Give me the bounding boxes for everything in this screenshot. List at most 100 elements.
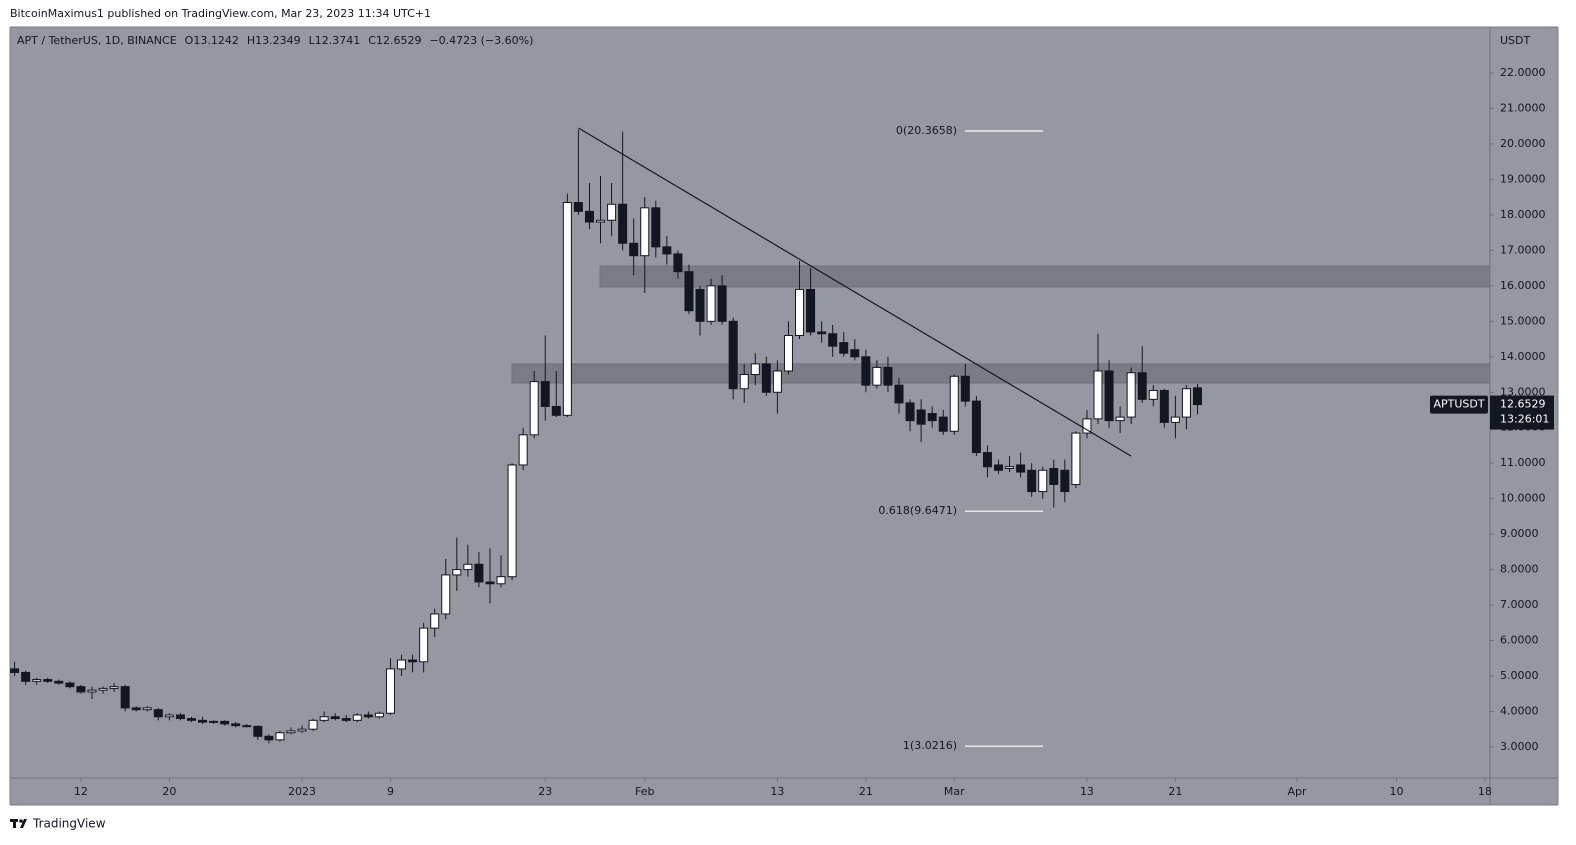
candle-body xyxy=(1170,416,1180,423)
y-tick-label: 19.0000 xyxy=(1500,172,1546,185)
candle-body xyxy=(363,714,373,718)
y-tick-label: 16.0000 xyxy=(1500,279,1546,292)
quote-value: 12.3741 xyxy=(315,34,361,47)
candle-body xyxy=(352,714,362,721)
candle-body xyxy=(164,714,174,718)
countdown: 13:26:01 xyxy=(1500,413,1549,426)
candle-body xyxy=(728,320,738,390)
y-tick-label: 8.0000 xyxy=(1500,563,1539,576)
candle-body xyxy=(1049,468,1059,485)
candle-body xyxy=(1137,372,1147,400)
candle-body xyxy=(1093,370,1103,420)
candle-body xyxy=(419,627,429,663)
candle-body xyxy=(54,680,64,684)
candle-body xyxy=(1126,372,1136,418)
candle-body xyxy=(783,335,793,372)
candle-body xyxy=(883,366,893,386)
candle-body xyxy=(1060,469,1070,493)
candle-body xyxy=(1005,466,1015,470)
candle-body xyxy=(540,381,550,407)
y-tick-label: 3.0000 xyxy=(1500,740,1539,753)
candle-body xyxy=(916,409,926,425)
candle-body xyxy=(397,659,407,670)
candle-body xyxy=(32,679,42,682)
x-tick-label: Feb xyxy=(635,785,654,798)
quote-label: C xyxy=(368,34,376,47)
candle-body xyxy=(651,207,661,248)
y-tick-label: 14.0000 xyxy=(1500,350,1546,363)
x-tick-label: Mar xyxy=(944,785,965,798)
candle-body xyxy=(1016,464,1026,473)
x-tick-label: 13 xyxy=(770,785,784,798)
candle-body xyxy=(186,718,196,721)
y-tick-label: 9.0000 xyxy=(1500,527,1539,540)
y-tick-label: 6.0000 xyxy=(1500,634,1539,647)
brand: TradingView xyxy=(32,817,106,831)
candle-body xyxy=(982,452,992,468)
candle-body xyxy=(242,725,252,728)
y-tick-label: 20.0000 xyxy=(1500,137,1546,150)
candle-body xyxy=(142,707,152,711)
quote-value: 13.2349 xyxy=(255,34,301,47)
candle-body xyxy=(717,285,727,322)
candle-body xyxy=(629,242,639,257)
candle-body xyxy=(772,370,782,393)
quote-label: H xyxy=(247,34,255,47)
candle-body xyxy=(76,686,86,693)
x-tick-label: 20 xyxy=(162,785,176,798)
trendline xyxy=(578,127,1132,457)
candle-body xyxy=(850,349,860,358)
candle-body xyxy=(452,569,462,576)
candle-body xyxy=(894,384,904,404)
candle-body xyxy=(839,342,849,354)
symbol: APT / TetherUS, 1D, BINANCE xyxy=(17,34,177,47)
candle-body xyxy=(673,253,683,273)
x-tick-label: 18 xyxy=(1478,785,1492,798)
y-tick-label: 17.0000 xyxy=(1500,243,1546,256)
candle-body xyxy=(872,366,882,386)
candle-body xyxy=(905,402,915,422)
sr-zone xyxy=(511,363,1491,384)
candle-body xyxy=(640,207,650,257)
x-tick-label: Apr xyxy=(1287,785,1307,798)
candle-body xyxy=(507,464,517,578)
candle-body xyxy=(1115,416,1125,422)
x-tick-label: 21 xyxy=(1168,785,1182,798)
y-tick-label: 7.0000 xyxy=(1500,598,1539,611)
candle-body xyxy=(430,613,440,629)
y-tick-label: 13.0000 xyxy=(1500,385,1546,398)
candle-body xyxy=(153,709,163,718)
candle-body xyxy=(286,730,296,734)
chart-panel xyxy=(9,26,1559,806)
x-tick-label: 23 xyxy=(538,785,552,798)
candle-body xyxy=(231,723,241,727)
y-tick-label: 11.0000 xyxy=(1500,456,1546,469)
candle-body xyxy=(1038,469,1048,493)
candle-body xyxy=(994,464,1004,471)
candle-body xyxy=(120,686,130,709)
candle-body xyxy=(264,735,274,741)
candle-body xyxy=(374,712,384,718)
change: −0.4723 (−3.60%) xyxy=(429,34,533,47)
y-tick-label: 18.0000 xyxy=(1500,208,1546,221)
candle-body xyxy=(175,714,185,720)
candle-body xyxy=(927,413,937,422)
y-tick-label: 4.0000 xyxy=(1500,704,1539,717)
y-tick-label: 15.0000 xyxy=(1500,314,1546,327)
candle-body xyxy=(861,356,871,386)
candle-body xyxy=(551,405,561,416)
legend: APT / TetherUS, 1D, BINANCE O13.1242 H13.2… xyxy=(17,34,533,47)
candle-body xyxy=(408,659,418,663)
x-tick-label: 21 xyxy=(859,785,873,798)
x-tick-label: 12 xyxy=(74,785,88,798)
candle-body xyxy=(308,719,318,730)
candle-body xyxy=(806,288,816,333)
x-tick-label: 2023 xyxy=(288,785,316,798)
candle-body xyxy=(971,400,981,454)
sr-zone xyxy=(599,265,1491,288)
candle-body xyxy=(1027,469,1037,493)
fib-label: 0(20.3658) xyxy=(896,124,957,137)
candle-body xyxy=(761,363,771,393)
quote-value: 12.6529 xyxy=(376,34,422,47)
